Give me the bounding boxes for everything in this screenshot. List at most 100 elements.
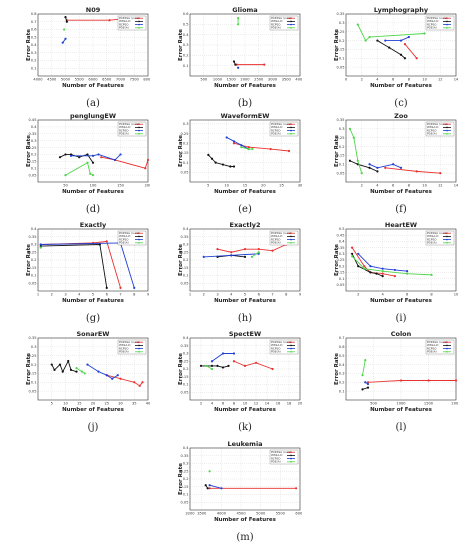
data-point xyxy=(89,172,92,175)
y-tick-label: 0.3 xyxy=(31,51,37,55)
data-point xyxy=(364,381,367,384)
data-point xyxy=(366,382,370,386)
x-tick-label: 9 xyxy=(147,293,150,297)
y-tick-label: 0.05 xyxy=(336,283,344,287)
y-tick-label: 0.3 xyxy=(183,122,189,126)
legend-marker xyxy=(446,238,448,241)
legend-marker xyxy=(446,242,448,244)
data-point xyxy=(254,361,258,364)
x-tick-label: 500 xyxy=(200,78,208,82)
data-point xyxy=(376,166,379,169)
legend-entry: WSSA-D xyxy=(427,19,438,23)
data-point xyxy=(366,381,370,384)
data-point xyxy=(50,363,53,366)
data-point xyxy=(229,165,232,168)
x-tick-label: 1 xyxy=(37,293,39,297)
x-axis-label: Number of Features xyxy=(62,189,125,195)
y-tick-label: 0.15 xyxy=(336,271,344,275)
x-tick-label: 2 xyxy=(51,293,53,297)
legend-marker xyxy=(290,457,292,460)
x-tick-label: 14 xyxy=(265,402,270,406)
x-tick-label: 2 xyxy=(203,293,205,297)
data-point xyxy=(105,374,108,377)
legend-marker xyxy=(290,27,292,29)
series-line-2 xyxy=(385,36,410,42)
y-tick-label: 0.4 xyxy=(339,240,345,244)
y-tick-label: 0.05 xyxy=(336,171,344,175)
y-tick-label: 0.05 xyxy=(180,500,188,504)
y-tick-label: 0.35 xyxy=(336,246,344,250)
x-tick-label: 8 xyxy=(133,293,136,297)
legend-entry: RCPSO xyxy=(271,456,281,460)
x-tick-label: 9 xyxy=(299,293,302,297)
series-line-0 xyxy=(101,156,149,169)
x-tick-label: 30 xyxy=(118,402,123,406)
data-point xyxy=(237,17,240,20)
y-tick-label: 0.05 xyxy=(180,281,188,285)
legend-marker xyxy=(138,129,140,132)
panel-caption: (d) xyxy=(85,204,101,215)
x-tick-label: 6500 xyxy=(102,78,112,82)
y-tick-label: 0.4 xyxy=(339,363,345,367)
chart-title: WaveformEW xyxy=(221,112,270,120)
legend-marker xyxy=(290,17,292,19)
x-axis-label: Number of Features xyxy=(214,517,277,523)
legend-marker xyxy=(290,344,292,347)
data-point xyxy=(368,163,371,166)
y-tick-label: 0.1 xyxy=(31,66,37,70)
y-tick-label: 0.25 xyxy=(336,136,344,140)
y-axis-label: Error Rate xyxy=(178,244,184,276)
x-tick-label: 3500 xyxy=(197,512,207,516)
y-tick-label: 0.6 xyxy=(31,28,37,32)
data-point xyxy=(351,246,354,249)
plot-frame xyxy=(37,119,149,183)
x-tick-label: 7 xyxy=(119,293,121,297)
series-line-3 xyxy=(251,251,260,258)
data-point xyxy=(53,368,56,371)
x-tick-label: 6 xyxy=(392,78,395,82)
series-line-3 xyxy=(357,24,425,42)
x-tick-label: 10 xyxy=(63,402,68,406)
legend-marker xyxy=(290,133,292,135)
legend-marker xyxy=(290,232,292,234)
x-tick-label: 10 xyxy=(422,184,427,188)
data-point xyxy=(376,39,379,42)
x-tick-label: 2 xyxy=(361,78,363,82)
x-tick-label: 6 xyxy=(406,293,409,297)
y-tick-label: 0.35 xyxy=(336,118,344,122)
panel-caption: (c) xyxy=(394,98,408,109)
x-tick-label: 12 xyxy=(438,184,443,188)
y-tick-label: 0.1 xyxy=(339,277,345,281)
y-tick-label: 0.1 xyxy=(339,56,345,60)
data-point xyxy=(64,174,67,177)
x-tick-label: 14 xyxy=(454,184,458,188)
legend-marker xyxy=(138,27,140,29)
legend-marker xyxy=(138,242,140,244)
data-point xyxy=(232,140,236,143)
legend-entry: PDE(A) xyxy=(427,132,437,136)
legend-marker xyxy=(290,123,292,125)
chart-panel-9: SonarEW 0.05 0.1 0.15 0.2 0.25 0.3 0.35 5 10 15 20 2… xyxy=(26,330,150,413)
y-tick-label: 0.25 xyxy=(336,30,344,34)
y-tick-label: 0.4 xyxy=(183,227,189,231)
y-tick-label: 0.1 xyxy=(31,166,37,170)
legend-marker xyxy=(446,20,448,23)
x-tick-label: 14 xyxy=(454,78,458,82)
x-tick-label: 7000 xyxy=(116,78,126,82)
legend-entry: RCPSO xyxy=(271,237,281,241)
x-tick-label: 35 xyxy=(132,402,137,406)
data-point xyxy=(240,144,243,147)
data-point xyxy=(348,127,352,130)
data-point xyxy=(427,379,430,382)
data-point xyxy=(116,374,119,377)
legend-marker xyxy=(446,126,448,129)
x-tick-label: 25 xyxy=(104,402,109,406)
legend-entry: PCRSSA (ours) xyxy=(271,340,291,344)
y-tick-label: 0.2 xyxy=(31,258,37,262)
data-point xyxy=(91,161,95,164)
y-tick-label: 0.2 xyxy=(339,145,345,149)
data-point xyxy=(423,32,426,35)
series-line-2 xyxy=(209,484,222,489)
y-tick-label: 0.2 xyxy=(183,477,189,481)
legend-entry: RCPSO xyxy=(119,237,129,241)
